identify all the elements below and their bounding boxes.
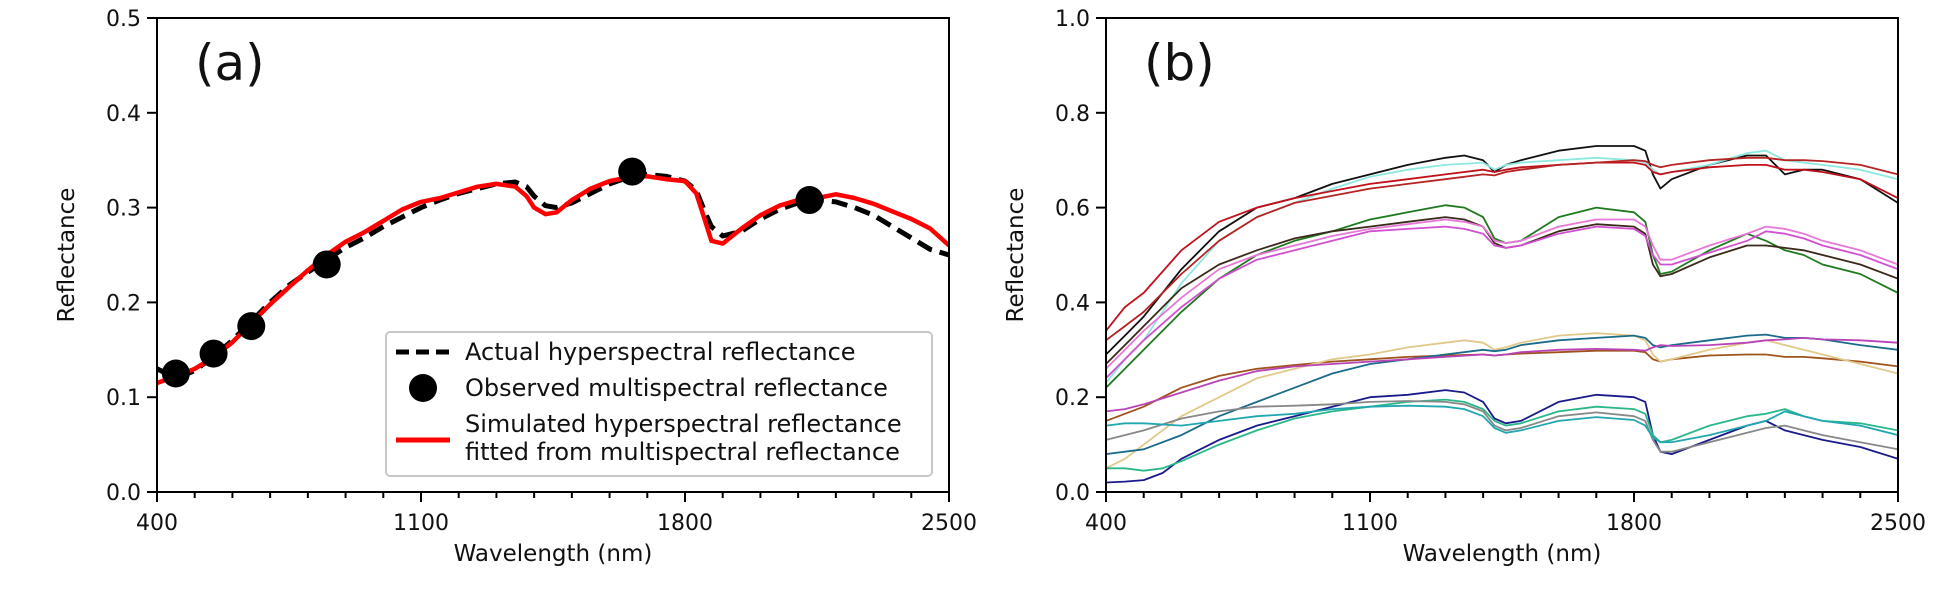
panel-b-series-line-10	[1106, 333, 1898, 455]
panel-b-series-line-9	[1106, 332, 1898, 470]
panel-b-x-tick-label: 1100	[1342, 511, 1398, 536]
panel-a-x-tick-label: 1800	[657, 511, 713, 536]
panel-b-y-axis-label: Reflectance	[1003, 188, 1029, 323]
panel-a-y-tick-label: 0.3	[106, 197, 141, 222]
panel-b-x-tick-label: 2500	[1870, 511, 1926, 536]
panel-a-ticks: 400 1100 1800 2500 0.0 0.1 0.2 0.3 0.4 0.5	[106, 7, 977, 536]
legend-entry-actual: Actual hyperspectral reflectance	[465, 338, 856, 366]
panel-a-observed-point-2	[237, 312, 266, 341]
panel-a-y-tick-label: 0.0	[106, 481, 141, 506]
chart-panel-b: 400 1100 1800 2500 0.0 0.2 0.4 0.6 0.8 1.0 (b) Wa…	[1003, 7, 1926, 567]
panel-b-series-line-5	[1106, 216, 1898, 365]
panel-a-observed-point-0	[161, 359, 190, 388]
panel-b-y-tick-label: 0.2	[1055, 386, 1090, 411]
panel-a-axes-frame	[156, 17, 950, 493]
panel-a-legend: Actual hyperspectral reflectance Observe…	[385, 331, 933, 477]
panel-a-y-tick-label: 0.4	[106, 102, 141, 127]
panel-b-x-axis-label: Wavelength (nm)	[1403, 541, 1602, 567]
legend-entry-observed: Observed multispectral reflectance	[465, 374, 888, 402]
panel-b-series-line-0	[1106, 145, 1898, 356]
panel-a-observed-point-5	[795, 186, 824, 215]
panel-b-series-line-11	[1106, 337, 1898, 413]
legend-entry-simulated-line1: Simulated hyperspectral reflectance	[465, 410, 902, 438]
panel-b-series-line-15	[1106, 404, 1898, 444]
panel-a-observed-point-3	[312, 250, 341, 279]
chart-panel-a: 400 1100 1800 2500 0.0 0.1 0.2 0.3 0.4 0.5 (a) Wa…	[54, 7, 977, 567]
panel-b-y-tick-label: 0.6	[1055, 197, 1090, 222]
panel-b-axes-frame	[1105, 17, 1899, 493]
panel-b-series-line-8	[1106, 349, 1898, 422]
panel-b-series-line-7	[1106, 218, 1898, 370]
panel-a-x-axis-label: Wavelength (nm)	[454, 541, 653, 567]
panel-a-observed-point-1	[199, 339, 228, 368]
panel-a-x-tick-label: 1100	[393, 511, 449, 536]
panel-a-y-axis-label: Reflectance	[54, 188, 80, 323]
legend-entry-simulated-line2: fitted from multispectral reflectance	[465, 438, 900, 466]
panel-b-series-line-13	[1106, 398, 1898, 472]
panel-b-y-tick-label: 0.4	[1055, 291, 1090, 316]
panel-a-plot-area	[157, 157, 949, 388]
panel-b-ticks: 400 1100 1800 2500 0.0 0.2 0.4 0.6 0.8 1.0	[1055, 7, 1926, 536]
panel-b-series-line-6	[1106, 225, 1898, 379]
panel-b-label: (b)	[1144, 34, 1215, 92]
panel-b-y-tick-label: 0.8	[1055, 102, 1090, 127]
panel-b-plot-area	[1106, 145, 1898, 484]
panel-a-series-line-0	[157, 171, 949, 381]
panel-a-label: (a)	[195, 34, 265, 92]
panel-b-series-line-3	[1106, 156, 1898, 342]
panel-b-x-tick-label: 1800	[1606, 511, 1662, 536]
panel-b-series-line-2	[1106, 161, 1898, 332]
panel-a-observed-point-4	[618, 157, 647, 186]
panel-b-series-line-14	[1106, 400, 1898, 453]
panel-a-y-tick-label: 0.5	[106, 7, 141, 32]
panel-a-x-tick-label: 2500	[921, 511, 977, 536]
panel-a-x-tick-label: 400	[136, 511, 178, 536]
legend-marker-swatch	[409, 374, 437, 402]
panel-b-y-tick-label: 0.0	[1055, 481, 1090, 506]
panel-b-y-tick-label: 1.0	[1055, 7, 1090, 32]
panel-a-y-tick-label: 0.2	[106, 291, 141, 316]
panel-b-x-tick-label: 400	[1085, 511, 1127, 536]
panel-b-series-line-12	[1106, 389, 1898, 484]
legend-box	[385, 331, 933, 477]
panel-a-y-tick-label: 0.1	[106, 386, 141, 411]
